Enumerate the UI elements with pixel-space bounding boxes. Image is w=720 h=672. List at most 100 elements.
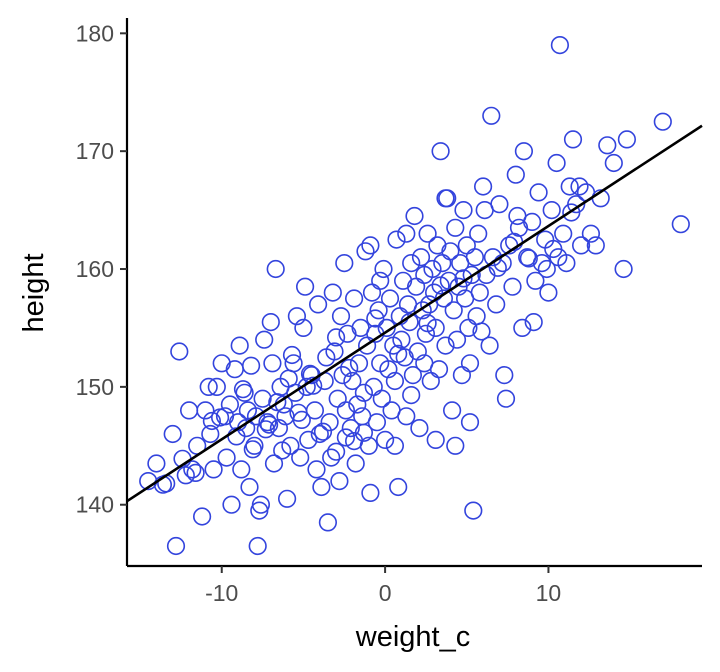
data-point	[163, 424, 182, 444]
data-point	[170, 342, 189, 361]
data-point	[180, 401, 199, 420]
data-point	[313, 422, 333, 441]
data-point	[325, 342, 344, 361]
data-point	[526, 271, 545, 290]
data-point	[369, 301, 388, 320]
y-tick-label: 180	[76, 20, 114, 46]
data-point	[204, 460, 223, 479]
x-tick-label: 0	[379, 580, 392, 606]
data-point	[544, 239, 563, 259]
data-point	[537, 259, 556, 279]
data-point	[426, 430, 445, 450]
data-point	[258, 413, 277, 432]
data-point	[423, 259, 442, 279]
data-point	[539, 283, 558, 302]
data-point	[299, 430, 318, 450]
data-point	[309, 295, 328, 314]
data-point	[413, 301, 432, 320]
data-point	[183, 460, 202, 479]
data-point	[464, 501, 483, 520]
data-point	[397, 224, 416, 243]
data-point	[402, 386, 421, 405]
data-point	[266, 259, 285, 279]
data-point	[403, 366, 423, 385]
data-point	[211, 408, 230, 427]
data-point	[503, 277, 522, 296]
data-point	[614, 259, 633, 279]
data-point	[467, 307, 486, 326]
data-point	[343, 371, 362, 391]
data-point	[331, 307, 351, 326]
data-point	[604, 153, 623, 173]
data-point	[217, 448, 236, 467]
data-point	[320, 413, 339, 432]
data-point	[617, 130, 637, 149]
data-point	[255, 330, 274, 349]
data-point	[519, 249, 538, 268]
data-point	[345, 289, 364, 308]
data-point	[202, 411, 221, 431]
data-point	[322, 448, 341, 467]
data-point	[474, 177, 493, 196]
y-tick-label: 160	[76, 256, 114, 282]
points-layer	[139, 35, 690, 556]
data-point	[560, 177, 579, 196]
data-point	[563, 130, 583, 149]
data-point	[465, 248, 485, 267]
data-point	[415, 354, 434, 373]
data-point	[253, 389, 272, 408]
data-point	[452, 366, 472, 385]
data-point	[364, 377, 383, 397]
data-point	[345, 432, 364, 451]
data-point	[454, 201, 473, 220]
data-point	[554, 224, 573, 243]
data-point	[323, 283, 342, 302]
data-point	[250, 501, 269, 520]
data-point	[436, 336, 455, 355]
data-point	[242, 356, 261, 375]
data-point	[407, 277, 426, 296]
data-point	[147, 454, 166, 473]
x-tick-label: 10	[536, 580, 562, 606]
data-point	[336, 428, 356, 447]
data-point	[436, 189, 455, 208]
data-point	[416, 324, 436, 343]
data-point	[372, 389, 391, 408]
data-point	[387, 230, 406, 249]
data-point	[385, 436, 405, 455]
data-point	[496, 389, 516, 408]
data-point	[395, 348, 414, 367]
data-point	[232, 460, 251, 479]
data-point	[356, 242, 375, 261]
data-point	[482, 106, 501, 125]
data-point	[260, 415, 279, 434]
data-point	[462, 265, 481, 285]
data-point	[385, 371, 405, 391]
data-point	[472, 322, 491, 341]
x-tick-label: -10	[205, 580, 238, 606]
data-point	[508, 206, 527, 226]
data-point	[495, 366, 514, 385]
data-point	[307, 460, 326, 479]
data-point	[389, 344, 408, 364]
data-point	[433, 254, 452, 273]
data-point	[225, 360, 244, 379]
y-axis-ticks: 140 150 160 170 180	[76, 20, 127, 518]
data-point	[441, 242, 460, 261]
data-point	[193, 507, 212, 526]
data-point	[374, 259, 393, 279]
data-point	[269, 419, 289, 438]
data-point	[581, 224, 601, 243]
data-point	[421, 371, 440, 391]
data-point	[361, 483, 380, 503]
data-point	[310, 424, 329, 444]
data-point	[297, 377, 316, 397]
data-point	[207, 377, 226, 397]
data-point	[296, 277, 315, 296]
data-point	[279, 369, 298, 388]
data-point	[294, 318, 313, 338]
data-point	[248, 536, 267, 556]
data-point	[305, 401, 325, 420]
data-point	[263, 354, 282, 373]
data-point	[547, 153, 566, 173]
